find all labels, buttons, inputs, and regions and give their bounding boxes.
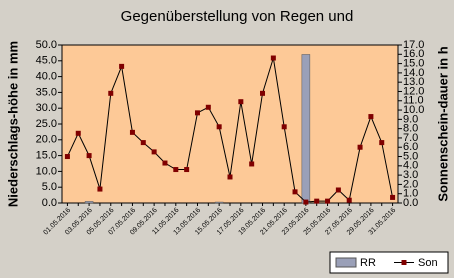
marker <box>129 129 135 135</box>
y2-tick-label: 3.0 <box>403 169 418 181</box>
y-tick-label: 25.0 <box>36 118 57 130</box>
y2-tick-label: 14.0 <box>403 67 424 79</box>
marker <box>260 90 266 96</box>
bar <box>214 201 224 204</box>
marker <box>162 160 168 166</box>
y-tick-label: 45.0 <box>36 55 57 67</box>
marker <box>97 186 103 192</box>
legend-label: Son <box>418 257 438 269</box>
y-tick-label: 50.0 <box>36 39 57 51</box>
y-tick-label: 20.0 <box>36 134 57 146</box>
y2-tick-label: 2.0 <box>403 178 418 190</box>
y2-tick-label: 13.0 <box>403 76 424 88</box>
legend-swatch <box>335 257 357 268</box>
marker <box>281 124 287 130</box>
marker <box>173 167 179 173</box>
marker <box>151 149 157 155</box>
y2-tick-label: 7.0 <box>403 132 418 144</box>
marker <box>119 63 125 69</box>
y-tick-label: 15.0 <box>36 150 57 162</box>
y-tick-label: 35.0 <box>36 86 57 98</box>
marker <box>64 154 70 160</box>
y2-tick-label: 9.0 <box>403 113 418 125</box>
marker <box>303 199 309 205</box>
bar <box>301 54 311 204</box>
y2-tick-label: 8.0 <box>403 123 418 135</box>
marker <box>216 124 222 130</box>
y2-tick-label: 15.0 <box>403 57 424 69</box>
marker <box>335 187 341 193</box>
marker <box>227 174 233 180</box>
chart-title: Gegenüberstellung von Regen und <box>121 8 354 25</box>
y-tick-label: 40.0 <box>36 71 57 83</box>
legend-label: RR <box>360 257 376 269</box>
y2-tick-label: 16.0 <box>403 48 424 60</box>
y2-tick-label: 12.0 <box>403 85 424 97</box>
marker <box>314 198 320 204</box>
marker <box>108 90 114 96</box>
legend-box <box>329 251 449 274</box>
marker <box>194 110 200 116</box>
bar <box>84 201 94 204</box>
y2-tick-label: 5.0 <box>403 150 418 162</box>
y2-tick-label: 17.0 <box>403 39 424 51</box>
marker <box>346 197 352 203</box>
marker <box>238 99 244 105</box>
y-tick-label: 30.0 <box>36 102 57 114</box>
marker <box>140 140 146 146</box>
y2-tick-label: 11.0 <box>403 95 424 107</box>
marker <box>292 189 298 195</box>
y2-axis-title: Sonnenschein-dauer in h <box>435 46 450 201</box>
y2-tick-label: 1.0 <box>403 188 418 200</box>
marker <box>368 114 374 120</box>
marker <box>184 167 190 173</box>
y-tick-label: 5.0 <box>42 181 57 193</box>
y-tick-label: 0.0 <box>42 197 57 209</box>
y2-tick-label: 0.0 <box>403 197 418 209</box>
y2-tick-label: 10.0 <box>403 104 424 116</box>
y-tick-label: 10.0 <box>36 165 57 177</box>
y-axis-title: Niederschlags-höhe in mm <box>5 41 20 207</box>
y2-tick-label: 4.0 <box>403 160 418 172</box>
marker <box>86 153 92 159</box>
marker <box>325 198 331 204</box>
marker <box>357 144 363 150</box>
marker <box>270 55 276 61</box>
y2-tick-label: 6.0 <box>403 141 418 153</box>
marker <box>379 140 385 146</box>
legend-swatch <box>401 260 407 265</box>
marker <box>205 104 211 110</box>
marker <box>75 130 81 136</box>
marker <box>390 194 396 200</box>
marker <box>249 161 255 167</box>
